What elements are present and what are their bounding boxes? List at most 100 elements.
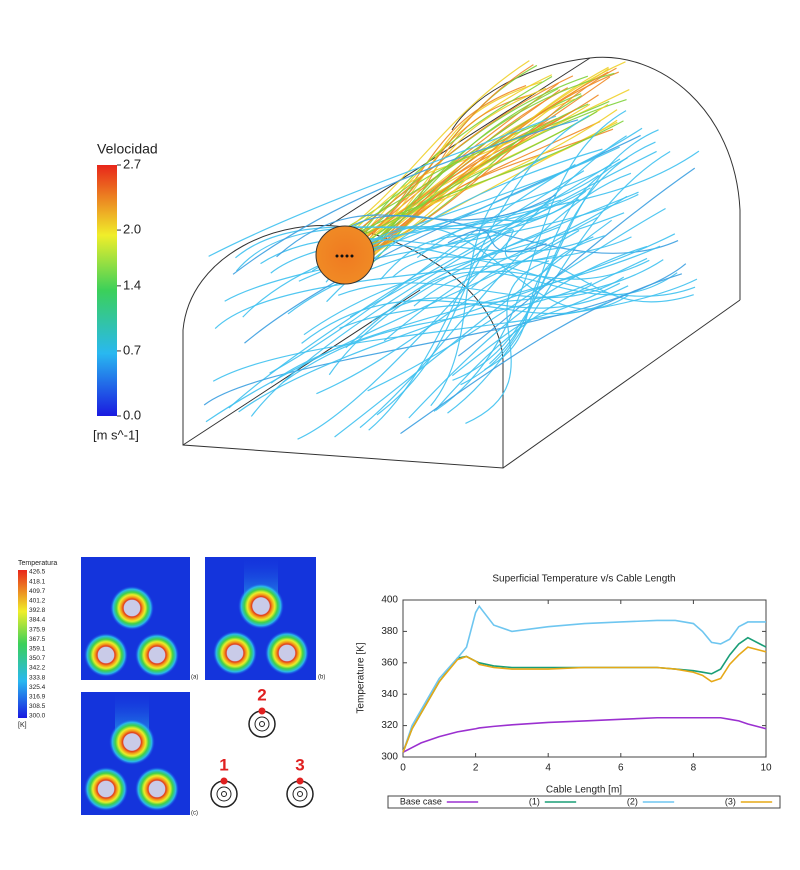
series-line <box>402 604 766 753</box>
cable-contour <box>84 767 128 811</box>
temp-colorbar-label: 392.8 <box>29 607 46 614</box>
streamline <box>297 135 627 440</box>
streamline <box>228 170 585 409</box>
cable-core <box>221 791 227 797</box>
temp-colorbar-label: 418.1 <box>29 578 46 585</box>
colorbar-tick-label: 0.0 <box>123 407 141 422</box>
cable-number: 2 <box>257 685 266 704</box>
series-line <box>402 716 767 754</box>
streamline <box>303 212 625 336</box>
streamline <box>392 256 696 297</box>
temp-colorbar-label: 367.5 <box>29 636 46 643</box>
cable-core <box>259 721 265 727</box>
colorbar-unit: [m s^-1] <box>93 427 139 442</box>
series-line <box>402 646 767 753</box>
colorbar-tick-label: 1.4 <box>123 277 141 292</box>
dot <box>340 254 344 258</box>
y-tick-label: 340 <box>381 689 398 700</box>
y-tick-label: 300 <box>381 752 398 763</box>
tunnel-ridge <box>329 57 591 226</box>
cable-contour <box>110 586 154 630</box>
tunnel-back <box>451 56 741 300</box>
streamline <box>339 259 664 329</box>
streamline <box>238 233 676 413</box>
temp-colorbar-title: Temperatura <box>18 560 57 567</box>
streamline <box>346 124 547 240</box>
streamline <box>208 115 557 257</box>
cable <box>210 780 238 808</box>
cable-core <box>216 786 232 802</box>
y-tick-label: 400 <box>381 595 398 606</box>
dot <box>345 254 349 258</box>
temp-colorbar-label: 359.1 <box>29 646 46 653</box>
temp-colorbar-label: 350.7 <box>29 655 46 662</box>
temp-colorbar-label: 409.7 <box>29 588 46 595</box>
streamline <box>332 60 530 240</box>
x-tick-label: 8 <box>691 763 697 774</box>
legend-label: (1) <box>529 796 540 806</box>
cable <box>286 780 314 808</box>
panel-label: (b) <box>318 675 325 681</box>
colorbar <box>97 165 117 416</box>
temp-colorbar-label: 316.9 <box>29 694 46 701</box>
streamline <box>334 118 521 238</box>
dot <box>335 254 339 258</box>
cable-core <box>254 716 270 732</box>
x-tick-label: 0 <box>400 763 406 774</box>
streamline <box>205 229 580 423</box>
cable-core <box>292 786 308 802</box>
panel-label: (c) <box>191 811 198 817</box>
cable <box>248 710 276 738</box>
temp-colorbar-label: 342.2 <box>29 665 46 672</box>
streamline <box>371 285 629 322</box>
streamline <box>212 278 698 382</box>
streamline <box>484 235 605 371</box>
streamline <box>232 119 579 275</box>
cable-diagram <box>210 707 314 808</box>
streamline <box>376 199 562 416</box>
plot-frame <box>402 599 767 758</box>
x-axis-label: Cable Length [m] <box>546 785 622 796</box>
sensor <box>220 777 228 785</box>
streamline <box>345 64 534 256</box>
legend-label: Base case <box>400 796 442 806</box>
temp-colorbar-label: 426.5 <box>29 569 46 576</box>
temp-colorbar-label: 384.4 <box>29 617 46 624</box>
y-tick-label: 380 <box>381 626 398 637</box>
colorbar-tick-label: 2.7 <box>123 156 141 171</box>
cable-contour <box>265 631 309 675</box>
inlet <box>315 225 375 285</box>
temp-colorbar-unit: [K] <box>18 722 27 729</box>
streamline <box>356 87 559 259</box>
panel-b: (b) <box>205 557 325 681</box>
x-tick-label: 6 <box>618 763 624 774</box>
streamline <box>358 128 614 271</box>
x-tick-label: 10 <box>760 763 772 774</box>
y-axis-label: Temperature [K] <box>356 642 367 713</box>
streamline <box>269 163 576 374</box>
cable-contour <box>84 633 128 677</box>
dot <box>350 254 354 258</box>
streamline <box>316 216 598 395</box>
tunnel-3d <box>182 56 741 469</box>
streamline <box>214 236 632 330</box>
x-tick-label: 2 <box>473 763 479 774</box>
streamline <box>452 129 659 381</box>
streamline <box>332 120 624 246</box>
cable-core <box>297 791 303 797</box>
cable-number: 1 <box>219 755 228 774</box>
temp-colorbar-label: 401.2 <box>29 598 46 605</box>
streamline <box>367 207 666 392</box>
x-tick-label: 4 <box>545 763 551 774</box>
streamline <box>335 75 574 249</box>
streamline <box>489 141 656 365</box>
legend-label: (3) <box>725 796 736 806</box>
streamline <box>458 167 696 357</box>
streamline <box>358 71 609 260</box>
temp-colorbar-label: 300.0 <box>29 713 46 720</box>
cable-contour <box>135 633 179 677</box>
panel-label: (a) <box>191 675 198 681</box>
temp-colorbar-label: 325.4 <box>29 684 46 691</box>
streamline <box>447 150 671 414</box>
sensor <box>296 777 304 785</box>
